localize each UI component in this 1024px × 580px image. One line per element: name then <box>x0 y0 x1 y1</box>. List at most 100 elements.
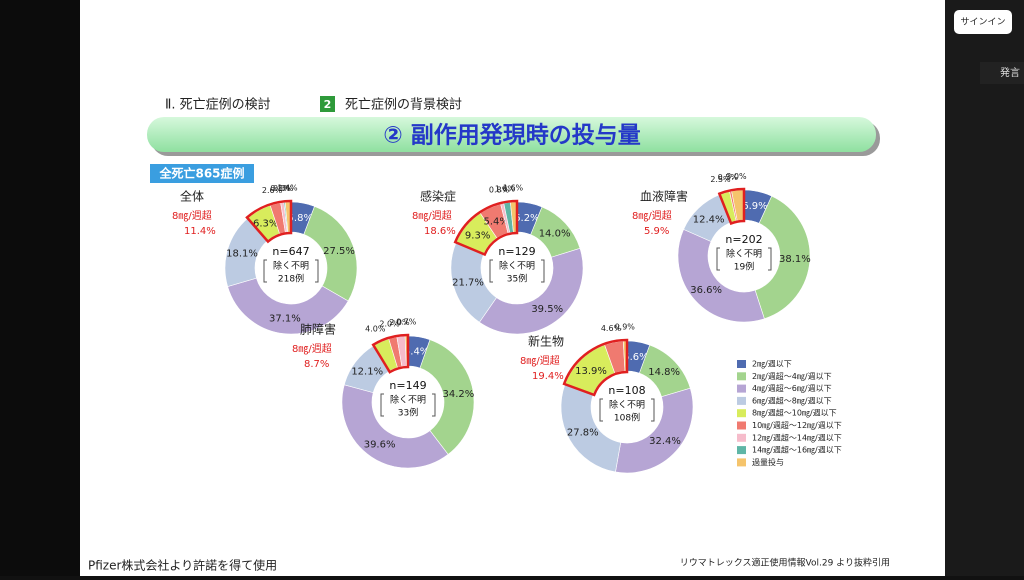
over-label: 8㎎/週超 <box>520 354 560 367</box>
legend-label: 8㎎/週超～10㎎/週以下 <box>752 408 837 419</box>
value-label: 0.9% <box>615 323 636 332</box>
chart-title: 血液障害 <box>640 189 688 204</box>
sample-size: n=108 <box>608 384 645 397</box>
excluded-label: 除く不明 <box>273 260 309 272</box>
value-label: 9.3% <box>465 231 490 242</box>
value-label: 36.6% <box>690 285 722 296</box>
legend-label: 4㎎/週超～6㎎/週以下 <box>752 383 832 394</box>
value-label: 5.4% <box>404 347 429 358</box>
value-label: 4.0% <box>365 324 386 333</box>
sign-in-label[interactable]: サインイン <box>960 17 1005 28</box>
sample-size: n=647 <box>272 245 309 258</box>
legend-swatch <box>737 396 746 405</box>
donut-segment <box>615 387 694 474</box>
value-label: 12.4% <box>693 214 725 225</box>
sign-in-button[interactable] <box>954 10 1012 34</box>
value-label: 0.3% <box>273 184 294 193</box>
legend-label: 10㎎/週超～12㎎/週以下 <box>752 420 842 431</box>
donut-segment <box>227 277 349 335</box>
excluded-count: 33例 <box>398 407 418 419</box>
bracket <box>716 247 772 271</box>
excluded-count: 35例 <box>507 273 527 285</box>
value-label: 1.6% <box>503 184 524 193</box>
legend-swatch <box>737 458 746 467</box>
donut-segment <box>560 383 622 473</box>
chart-title: 新生物 <box>528 334 564 349</box>
footer-left: Pfizer株式会社より許諾を得て使用 <box>88 558 277 573</box>
bracket <box>380 393 436 417</box>
speak-label[interactable]: 発言 <box>1000 66 1020 79</box>
value-label: 27.5% <box>323 246 355 257</box>
value-label: 14.0% <box>539 229 571 240</box>
value-label: 6.9% <box>742 201 767 212</box>
value-label: 6.2% <box>514 213 539 224</box>
excluded-count: 19例 <box>734 261 754 273</box>
value-label: 32.4% <box>649 436 681 447</box>
highlight-outline <box>245 199 293 244</box>
sample-size: n=149 <box>389 379 426 392</box>
over-value: 18.6% <box>424 226 456 237</box>
excluded-label: 除く不明 <box>609 399 645 411</box>
value-label: 21.7% <box>452 277 484 288</box>
breadcrumb: 死亡症例の背景検討 <box>345 97 462 113</box>
value-label: 1.4% <box>277 184 298 193</box>
highlight-outline <box>562 338 629 397</box>
value-label: 0.8% <box>270 184 291 193</box>
legend-swatch <box>737 372 746 381</box>
bracket <box>489 259 545 283</box>
over-label: 8㎎/週超 <box>632 209 672 222</box>
highlight-outline <box>717 187 746 226</box>
donut-segment <box>341 384 449 469</box>
legend-swatch <box>737 360 746 368</box>
value-label: 18.1% <box>226 249 258 260</box>
chart-title: 全体 <box>180 189 204 204</box>
value-label: 37.1% <box>269 314 301 325</box>
over-label: 8㎎/週超 <box>172 209 212 222</box>
value-label: 4.6% <box>601 324 622 333</box>
legend-swatch <box>737 446 746 455</box>
value-label: 34.2% <box>442 389 474 400</box>
value-label: 39.5% <box>531 304 563 315</box>
over-value: 5.9% <box>644 226 669 237</box>
legend-label: 12㎎/週超～14㎎/週以下 <box>752 432 842 443</box>
excluded-label: 除く不明 <box>499 260 535 272</box>
legend-label: 2㎎/週超～4㎎/週以下 <box>752 371 832 382</box>
donut-segment <box>754 195 811 320</box>
legend-label: 14㎎/週超～16㎎/週以下 <box>752 445 842 456</box>
value-label: 5.8% <box>288 213 313 224</box>
excluded-count: 108例 <box>614 412 640 424</box>
value-label: 2.5% <box>710 175 731 184</box>
value-label: 6.3% <box>253 219 278 230</box>
bracket <box>599 398 655 422</box>
sample-size: n=202 <box>725 233 762 246</box>
over-label: 8㎎/週超 <box>292 342 332 355</box>
chart-title: 肺障害 <box>300 322 336 337</box>
excluded-label: 除く不明 <box>390 394 426 406</box>
value-label: 2.0% <box>389 318 410 327</box>
donut-segment <box>479 247 584 335</box>
over-value: 19.4% <box>532 371 564 382</box>
value-label: 38.1% <box>779 254 811 265</box>
bracket <box>263 259 319 283</box>
over-value: 8.7% <box>304 359 329 370</box>
donut-segment <box>419 339 475 455</box>
value-label: 3.0% <box>726 172 747 181</box>
value-label: 39.6% <box>364 439 396 450</box>
tag: 全死亡865症例 <box>158 166 244 181</box>
legend-label: 過量投与 <box>752 457 784 467</box>
legend-swatch <box>737 384 746 393</box>
highlight-outline <box>371 333 410 374</box>
value-label: 13.9% <box>575 366 607 377</box>
value-label: 0.7% <box>396 318 417 327</box>
value-label: 5.6% <box>623 352 648 363</box>
excluded-count: 218例 <box>278 273 304 285</box>
legend-swatch <box>737 433 746 442</box>
slide-title: ② 副作用発現時の投与量 <box>383 123 640 149</box>
footer-right: リウマトレックス適正使用情報Vol.29 より抜粋引用 <box>680 557 890 569</box>
over-label: 8㎎/週超 <box>412 209 452 222</box>
breadcrumb-number: 2 <box>324 98 332 111</box>
value-label: 5.4% <box>483 216 508 227</box>
value-label: 0.8% <box>489 186 510 195</box>
sample-size: n=129 <box>498 245 535 258</box>
